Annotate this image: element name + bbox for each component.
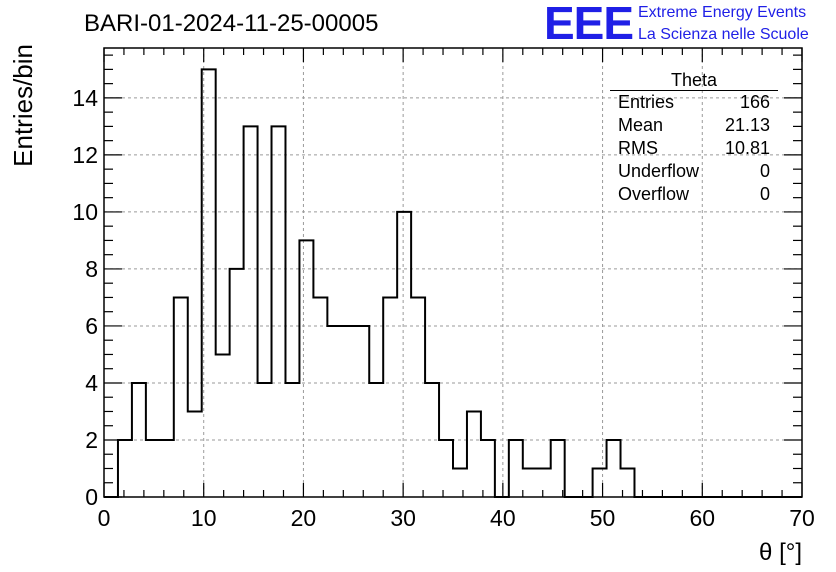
stats-value: 166 [739, 92, 770, 112]
stats-value: 0 [759, 184, 770, 204]
y-tick-label: 4 [85, 370, 98, 396]
x-tick-label: 30 [390, 505, 416, 531]
stats-label: Mean [618, 115, 664, 135]
stats-row-rms: RMS 10.81 [610, 137, 778, 160]
stats-row-overflow: Overflow 0 [610, 183, 778, 206]
histogram-bin [244, 126, 258, 497]
histogram-bin [509, 440, 523, 497]
histogram-bin [523, 468, 537, 497]
chart-title: BARI-01-2024-11-25-00005 [84, 10, 379, 37]
histogram-bin [272, 126, 286, 497]
stats-row-underflow: Underflow 0 [610, 160, 778, 183]
histogram-bin [383, 297, 397, 497]
histogram-bin [146, 440, 160, 497]
stats-label: Entries [618, 92, 675, 112]
x-axis-label: θ [°] [759, 539, 802, 566]
stats-box: Theta Entries 166 Mean 21.13 RMS 10.81 U… [610, 70, 778, 206]
stats-label: RMS [618, 138, 658, 158]
y-axis-label: Entries/bin [8, 44, 38, 167]
histogram-bin [397, 212, 411, 497]
histogram-series [104, 68, 802, 498]
stats-title: Theta [610, 70, 778, 91]
histogram-bin [160, 440, 174, 497]
x-tick-label: 10 [191, 505, 217, 531]
stats-value: 10.81 [724, 138, 770, 158]
logo-line-2: La Scienza nelle Scuole [638, 26, 809, 43]
stats-label: Overflow [618, 184, 690, 204]
histogram-bin [299, 240, 313, 497]
x-tick-label: 50 [590, 505, 616, 531]
x-tick-label: 0 [98, 505, 111, 531]
x-tick-label: 70 [789, 505, 815, 531]
y-tick-label: 12 [72, 142, 98, 168]
histogram-bin [467, 411, 481, 497]
histogram-bin [341, 326, 355, 497]
stats-label: Underflow [618, 161, 700, 181]
y-tick-label: 2 [85, 427, 98, 453]
histogram-bin [593, 468, 607, 497]
histogram-bin [216, 354, 230, 497]
histogram-bin [313, 297, 327, 497]
stats-value: 0 [759, 161, 770, 181]
histogram-bin [258, 383, 272, 497]
eee-logo: EEE [544, 0, 634, 49]
y-tick-label: 8 [85, 256, 98, 282]
y-tick-label: 0 [85, 484, 98, 510]
histogram-bin [174, 297, 188, 497]
histogram-bin [355, 326, 369, 497]
logo-line-1: Extreme Energy Events [638, 4, 807, 21]
histogram-bin [481, 440, 495, 497]
y-tick-label: 14 [72, 85, 98, 111]
histogram-bin [118, 440, 132, 497]
stats-value: 21.13 [724, 115, 770, 135]
x-tick-label: 20 [291, 505, 317, 531]
y-tick-label: 10 [72, 199, 98, 225]
histogram-bin [453, 468, 467, 497]
histogram-bin [188, 411, 202, 497]
x-tick-label: 60 [689, 505, 715, 531]
stats-row-mean: Mean 21.13 [610, 114, 778, 137]
y-tick-label: 6 [85, 313, 98, 339]
histogram-bin [327, 326, 341, 497]
histogram-bin [537, 468, 551, 497]
histogram-bin [439, 440, 453, 497]
x-tick-label: 40 [490, 505, 516, 531]
histogram-bin [411, 297, 425, 497]
plot-frame [103, 47, 803, 498]
stats-row-entries: Entries 166 [610, 91, 778, 114]
histogram-bin [551, 440, 565, 497]
histogram-bin [607, 440, 621, 497]
